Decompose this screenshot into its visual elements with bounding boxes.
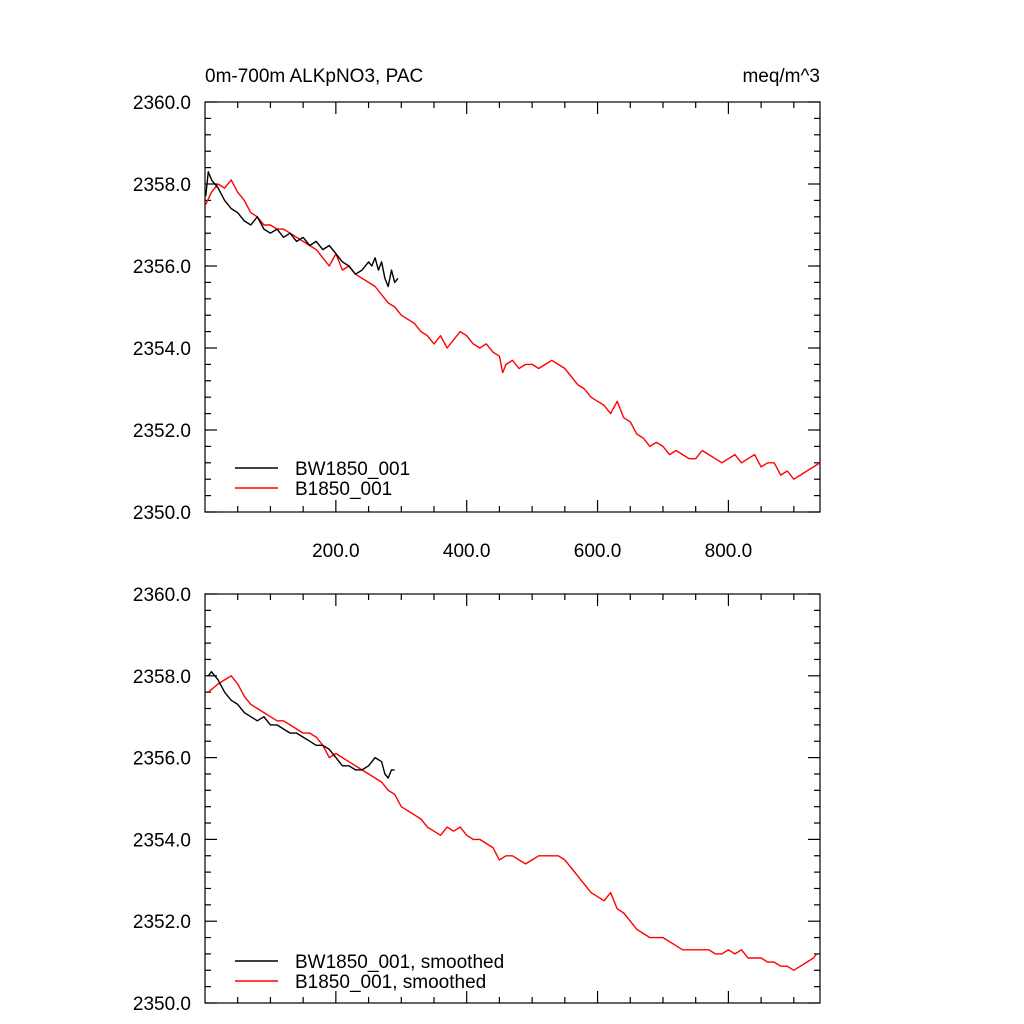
series-line-bw1850-001 (205, 170, 399, 288)
y-tick-label: 2358.0 (133, 667, 191, 688)
bottom-panel: 2350.0 2352.0 2354.0 2356.0 2358.0 2360.0 BW18… (133, 585, 821, 1015)
legend-label: BW1850_001, smoothed (295, 952, 504, 973)
y-tick-label: 2356.0 (133, 257, 191, 278)
legend-label: BW1850_001 (295, 459, 410, 480)
y-tick-label: 2356.0 (133, 749, 191, 770)
figure-units-label: meq/m^3 (742, 66, 820, 87)
top-panel: 2350.0 2352.0 2354.0 2356.0 2358.0 2360.0 200.… (133, 93, 821, 562)
y-tick-label: 2354.0 (133, 339, 191, 360)
x-tick-label: 800.0 (705, 541, 753, 562)
y-tick-label: 2360.0 (133, 585, 191, 606)
plot-frame (204, 101, 821, 513)
series-line-b1850-001-smoothed (207, 675, 818, 971)
x-tick-label: 200.0 (312, 541, 360, 562)
y-tick-label: 2360.0 (133, 93, 191, 114)
y-tick-label: 2358.0 (133, 175, 191, 196)
series-line-bw1850-001-smoothed (207, 671, 395, 779)
legend-label: B1850_001, smoothed (295, 972, 486, 993)
y-tick-label: 2350.0 (133, 503, 191, 524)
y-tick-label: 2350.0 (133, 994, 191, 1015)
legend-label: B1850_001 (295, 479, 392, 500)
y-tick-label: 2352.0 (133, 912, 191, 933)
figure-title-left: 0m-700m ALKpNO3, PAC (205, 66, 423, 87)
y-tick-label: 2354.0 (133, 830, 191, 851)
x-tick-label: 400.0 (443, 541, 491, 562)
y-tick-label: 2352.0 (133, 421, 191, 442)
plot-frame (204, 593, 821, 1004)
x-tick-label: 600.0 (574, 541, 622, 562)
series-line-b1850-001 (205, 179, 821, 480)
